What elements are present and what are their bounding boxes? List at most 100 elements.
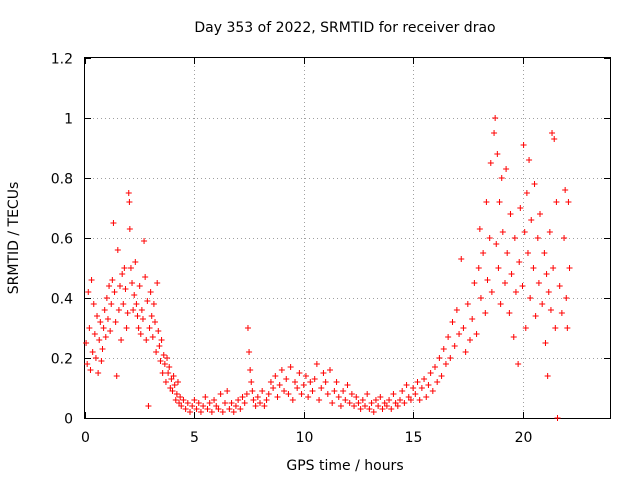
data-point	[309, 388, 316, 394]
data-point	[108, 301, 115, 307]
data-point	[386, 397, 393, 403]
data-point	[120, 301, 127, 307]
data-point	[355, 400, 362, 406]
data-point	[564, 325, 571, 331]
data-point	[300, 382, 307, 388]
data-point	[237, 406, 244, 412]
data-point	[427, 370, 434, 376]
data-point	[148, 313, 155, 319]
data-point	[86, 325, 93, 331]
data-point	[119, 271, 126, 277]
data-point	[257, 400, 263, 406]
data-point	[451, 343, 458, 349]
x-tick-label: 15	[405, 430, 423, 446]
x-tick-label: 0	[81, 430, 90, 446]
data-point	[206, 400, 213, 406]
data-point	[532, 313, 539, 319]
data-point	[467, 337, 473, 343]
y-tick-label: 1	[64, 112, 73, 128]
data-point	[121, 265, 128, 271]
data-point	[139, 316, 146, 322]
y-tick-label: 0.4	[51, 292, 73, 308]
x-axis-label: GPS time / hours	[286, 458, 403, 474]
data-point	[92, 355, 99, 361]
data-point	[442, 361, 449, 367]
data-point	[476, 226, 483, 232]
data-point	[565, 199, 572, 205]
data-point	[200, 403, 207, 409]
data-point	[152, 319, 158, 325]
data-point	[551, 136, 558, 142]
x-tick-label: 5	[190, 430, 199, 446]
data-point	[289, 397, 296, 403]
data-point	[193, 406, 200, 412]
axis-ticks	[85, 58, 610, 419]
data-point	[172, 397, 179, 403]
data-point	[523, 190, 530, 196]
data-point	[222, 400, 228, 406]
y-tick-label: 0.6	[51, 232, 73, 248]
chart-title: Day 353 of 2022, SRMTID for receiver dra…	[194, 20, 495, 36]
data-point	[155, 328, 162, 334]
data-point	[542, 340, 549, 346]
data-point	[416, 397, 423, 403]
data-point	[250, 397, 257, 403]
data-point	[150, 301, 157, 307]
data-point	[401, 400, 408, 406]
data-point	[89, 349, 96, 355]
data-point	[487, 160, 494, 166]
data-point	[124, 310, 131, 316]
data-point	[98, 358, 105, 364]
data-point	[178, 403, 185, 409]
data-point	[388, 406, 395, 412]
data-point	[142, 274, 149, 280]
data-point	[412, 391, 419, 397]
data-point	[165, 370, 172, 376]
data-point	[550, 265, 557, 271]
data-point	[544, 373, 551, 379]
data-point	[197, 409, 204, 415]
data-point	[265, 391, 272, 397]
data-point	[248, 379, 255, 385]
data-point	[126, 226, 133, 232]
data-point	[475, 265, 482, 271]
data-point	[546, 229, 553, 235]
data-point	[368, 400, 375, 406]
data-point	[239, 394, 246, 400]
data-point	[122, 286, 129, 292]
y-tick-label: 0	[64, 412, 73, 428]
data-point	[462, 349, 469, 355]
data-point	[519, 283, 526, 289]
data-point	[377, 394, 384, 400]
data-point	[488, 289, 495, 295]
data-point	[244, 325, 251, 331]
data-point	[531, 181, 538, 187]
data-point	[100, 325, 107, 331]
data-point	[187, 409, 193, 415]
data-point	[492, 115, 499, 121]
data-point	[134, 313, 141, 319]
data-point	[453, 307, 460, 313]
data-point	[112, 319, 119, 325]
data-point	[157, 358, 164, 364]
data-point	[144, 298, 151, 304]
data-point	[335, 394, 342, 400]
data-point	[247, 367, 254, 373]
data-point	[333, 379, 340, 385]
plot-area-frame	[84, 57, 611, 419]
data-point	[173, 391, 180, 397]
data-point	[104, 316, 111, 322]
data-point	[111, 289, 118, 295]
data-point	[456, 331, 463, 337]
data-point	[477, 295, 484, 301]
data-point	[161, 361, 168, 367]
data-point	[520, 142, 527, 148]
data-point	[106, 283, 113, 289]
data-point	[364, 391, 371, 397]
data-point	[135, 325, 142, 331]
data-point	[171, 382, 178, 388]
data-point	[164, 355, 171, 361]
data-point	[537, 211, 543, 217]
data-point	[499, 229, 506, 235]
data-point	[130, 307, 137, 313]
